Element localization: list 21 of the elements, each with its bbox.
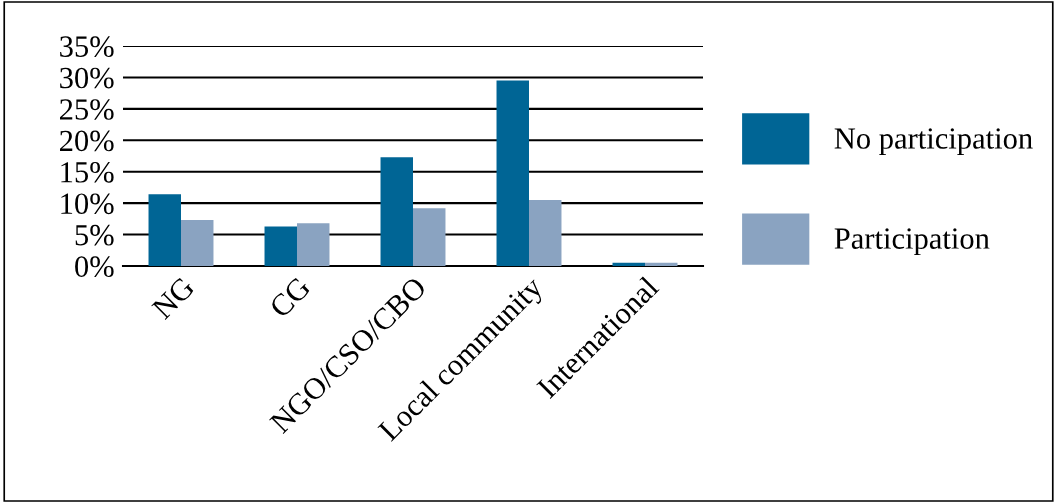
bar (529, 200, 562, 266)
y-tick-label: 15% (61, 162, 114, 183)
bar (264, 226, 297, 266)
bar (413, 208, 446, 266)
y-tick-label: 10% (61, 193, 114, 215)
y-tick-label: 5% (75, 224, 114, 246)
bar (612, 262, 645, 266)
bar (297, 223, 330, 266)
y-tick-label: 20% (60, 130, 114, 152)
bar (645, 262, 678, 266)
y-tick-label: 0% (75, 256, 114, 277)
legend-label: Participation (834, 228, 990, 256)
y-tick-label: 25% (60, 99, 114, 120)
legend-label: No participation (834, 128, 1033, 156)
y-tick-label: 30% (60, 67, 114, 89)
bar (380, 157, 413, 266)
bar (148, 194, 181, 266)
bar (496, 80, 529, 266)
bar (181, 220, 214, 266)
y-tick-label: 35% (60, 36, 114, 57)
x-tick-label: NG (151, 275, 196, 321)
